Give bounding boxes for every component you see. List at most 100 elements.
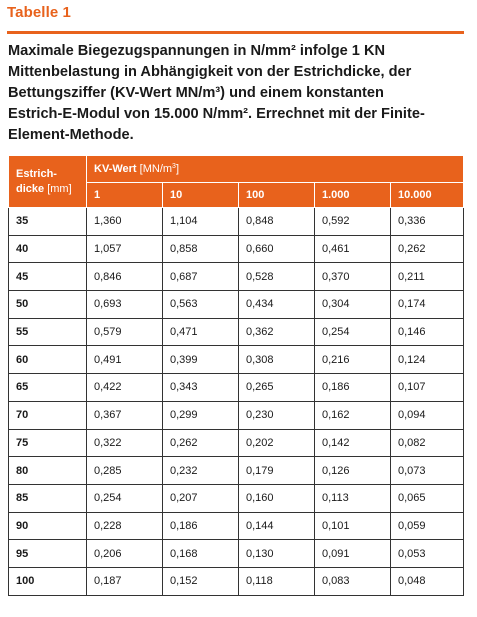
table-cell: 0,422 — [86, 373, 163, 402]
table-cell: 0,168 — [162, 539, 239, 568]
row-thickness: 85 — [8, 483, 87, 513]
table-cell: 0,160 — [238, 483, 315, 513]
table-row: 100 0,187 0,152 0,118 0,083 0,048 — [8, 566, 465, 596]
header-kv-value: 10.000 — [389, 182, 465, 208]
orange-divider — [7, 31, 464, 34]
header-kv-value: 1.000 — [314, 182, 391, 208]
table-cell: 0,101 — [314, 511, 391, 541]
table-row: 60 0,491 0,399 0,308 0,216 0,124 — [8, 345, 465, 375]
table-row: 95 0,206 0,168 0,130 0,091 0,053 — [8, 539, 465, 568]
row-thickness: 90 — [8, 511, 87, 541]
table-cell: 0,207 — [162, 483, 239, 513]
table-cell: 0,579 — [86, 317, 163, 347]
row-thickness: 35 — [8, 207, 87, 236]
table-row: 35 1,360 1,104 0,848 0,592 0,336 — [8, 207, 465, 236]
header-kv-label: KV-Wert — [94, 163, 137, 175]
table-cell: 0,471 — [162, 317, 239, 347]
table-cell: 0,073 — [389, 456, 465, 485]
table-row: 70 0,367 0,299 0,230 0,162 0,094 — [8, 400, 465, 430]
table-cell: 0,491 — [86, 345, 163, 375]
header-kv-sup: 3 — [172, 163, 176, 170]
table-cell: 0,091 — [314, 539, 391, 568]
header-thickness-line1: Estrich- — [16, 167, 57, 180]
table-row: 65 0,422 0,343 0,265 0,186 0,107 — [8, 373, 465, 402]
table-cell: 0,211 — [389, 262, 465, 292]
table-cell: 0,144 — [238, 511, 315, 541]
table-cell: 0,434 — [238, 290, 315, 319]
caption-line: Maximale Biegezugspannungen in N/mm² inf… — [8, 43, 386, 59]
table-cell: 0,299 — [162, 400, 239, 430]
table-cell: 0,048 — [389, 566, 465, 596]
header-thickness-word: dicke — [16, 182, 45, 195]
table-cell: 0,186 — [314, 373, 391, 402]
table-cell: 0,304 — [314, 290, 391, 319]
table-cell: 0,660 — [238, 234, 315, 264]
table-cell: 0,142 — [314, 428, 391, 458]
table-cell: 0,094 — [389, 400, 465, 430]
table-cell: 0,174 — [389, 290, 465, 319]
row-thickness: 65 — [8, 373, 87, 402]
table-cell: 0,858 — [162, 234, 239, 264]
row-thickness: 80 — [8, 456, 87, 485]
caption-line: Estrich-E-Modul von 15.000 N/mm². Errech… — [8, 106, 425, 122]
table-cell: 0,343 — [162, 373, 239, 402]
header-kv-unit: [MN/m — [136, 163, 173, 175]
table-row: 55 0,579 0,471 0,362 0,254 0,146 — [8, 317, 465, 347]
header-kv-close: ] — [175, 163, 180, 175]
row-thickness: 70 — [8, 400, 87, 430]
table-cell: 0,687 — [162, 262, 239, 292]
row-thickness: 55 — [8, 317, 87, 347]
table-cell: 0,113 — [314, 483, 391, 513]
table-cell: 0,202 — [238, 428, 315, 458]
row-thickness: 60 — [8, 345, 87, 375]
table-cell: 0,206 — [86, 539, 163, 568]
stress-table: Estrich- dicke [mm] KV-Wert [MN/m3] 1 10… — [8, 155, 465, 596]
table-cell: 0,254 — [86, 483, 163, 513]
table-cell: 0,563 — [162, 290, 239, 319]
table-cell: 0,216 — [314, 345, 391, 375]
table-cell: 0,118 — [238, 566, 315, 596]
table-header: Estrich- dicke [mm] KV-Wert [MN/m3] 1 10… — [8, 155, 465, 208]
row-thickness: 40 — [8, 234, 87, 264]
table-row: 75 0,322 0,262 0,202 0,142 0,082 — [8, 428, 465, 458]
row-thickness: 95 — [8, 539, 87, 568]
table-cell: 0,130 — [238, 539, 315, 568]
table-cell: 1,057 — [86, 234, 163, 264]
row-thickness: 50 — [8, 290, 87, 319]
header-thickness: Estrich- dicke [mm] — [8, 155, 87, 208]
table-cell: 0,693 — [86, 290, 163, 319]
table-cell: 0,126 — [314, 456, 391, 485]
table-label: Tabelle 1 — [7, 4, 71, 21]
table-cell: 0,370 — [314, 262, 391, 292]
table-row: 85 0,254 0,207 0,160 0,113 0,065 — [8, 483, 465, 513]
table-cell: 1,360 — [86, 207, 163, 236]
table-caption: Maximale Biegezugspannungen in N/mm² inf… — [8, 41, 468, 146]
table-cell: 0,230 — [238, 400, 315, 430]
header-kv-group: KV-Wert [MN/m3] — [85, 155, 465, 183]
table-cell: 0,053 — [389, 539, 465, 568]
header-kv-value: 10 — [162, 182, 239, 208]
header-kv-value: 1 — [86, 182, 163, 208]
table-cell: 0,065 — [389, 483, 465, 513]
table-cell: 0,399 — [162, 345, 239, 375]
table-cell: 0,083 — [314, 566, 391, 596]
table-cell: 0,846 — [86, 262, 163, 292]
table-cell: 0,162 — [314, 400, 391, 430]
table-cell: 0,107 — [389, 373, 465, 402]
caption-line: Element-Methode. — [8, 127, 134, 143]
table-cell: 0,848 — [238, 207, 315, 236]
table-cell: 0,461 — [314, 234, 391, 264]
table-cell: 0,285 — [86, 456, 163, 485]
table-cell: 0,228 — [86, 511, 163, 541]
table-cell: 0,124 — [389, 345, 465, 375]
table-cell: 0,082 — [389, 428, 465, 458]
table-row: 50 0,693 0,563 0,434 0,304 0,174 — [8, 290, 465, 319]
table-row: 40 1,057 0,858 0,660 0,461 0,262 — [8, 234, 465, 264]
table-cell: 0,187 — [86, 566, 163, 596]
table-cell: 0,265 — [238, 373, 315, 402]
caption-line: Mittenbelastung in Abhängigkeit von der … — [8, 64, 412, 80]
row-thickness: 45 — [8, 262, 87, 292]
row-thickness: 100 — [8, 566, 87, 596]
table-cell: 0,308 — [238, 345, 315, 375]
table-cell: 0,232 — [162, 456, 239, 485]
